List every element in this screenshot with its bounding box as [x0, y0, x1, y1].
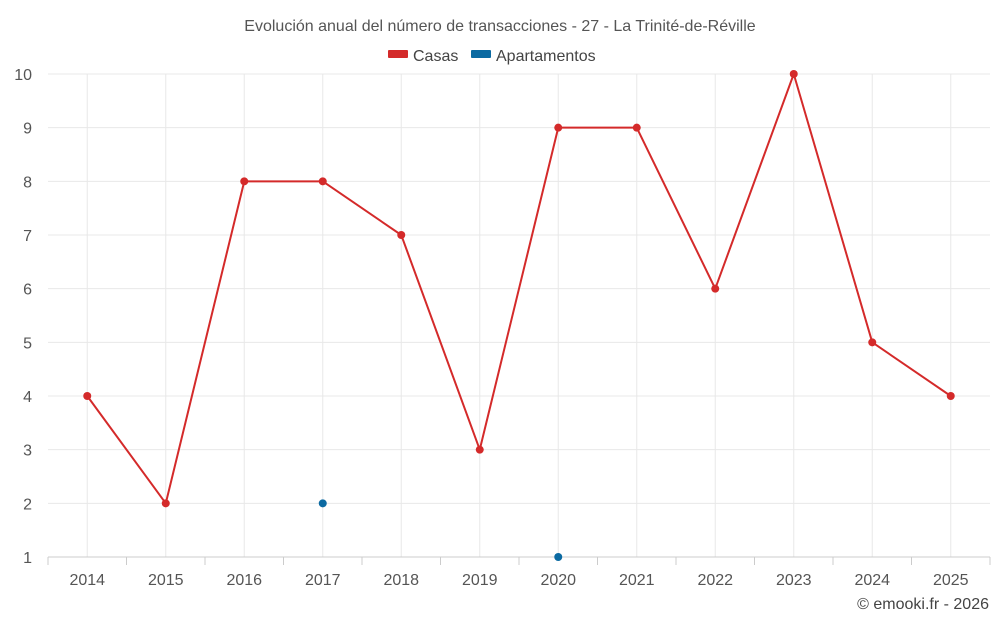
x-tick-label: 2021 — [619, 572, 655, 589]
data-point-casas-2014[interactable] — [83, 392, 92, 400]
y-tick-label: 1 — [23, 550, 32, 567]
grid — [48, 73, 990, 557]
x-tick-label: 2015 — [148, 572, 184, 589]
y-tick-label: 5 — [23, 335, 32, 352]
y-tick-label: 4 — [23, 389, 32, 406]
data-point-apartamentos-2017[interactable] — [318, 499, 327, 508]
legend-item-casas[interactable]: Casas — [388, 48, 458, 65]
legend-label-apartamentos: Apartamentos — [496, 48, 596, 65]
data-point-casas-2016[interactable] — [240, 177, 249, 186]
legend-label-casas: Casas — [413, 48, 458, 65]
y-tick-label: 9 — [23, 121, 32, 138]
data-point-casas-2022[interactable] — [711, 284, 720, 293]
legend-swatch-casas — [388, 50, 408, 58]
chart-title: Evolución anual del número de transaccio… — [244, 18, 755, 35]
data-point-casas-2017[interactable] — [318, 177, 327, 186]
y-tick-label: 10 — [14, 67, 32, 84]
x-tick-label: 2019 — [462, 572, 498, 589]
x-tick-label: 2020 — [540, 572, 576, 589]
y-tick-label: 8 — [23, 174, 32, 191]
data-point-casas-2023[interactable] — [789, 70, 798, 78]
y-tick-label: 3 — [23, 443, 32, 460]
x-tick-label: 2025 — [933, 572, 969, 589]
data-point-casas-2019[interactable] — [475, 445, 484, 454]
data-point-casas-2015[interactable] — [161, 499, 170, 508]
data-point-casas-2020[interactable] — [554, 123, 563, 132]
x-tick-label: 2017 — [305, 572, 341, 589]
x-tick-label: 2016 — [226, 572, 262, 589]
series-apartamentos — [318, 499, 563, 561]
y-tick-label: 2 — [23, 496, 32, 513]
data-point-apartamentos-2020[interactable] — [554, 553, 563, 561]
x-tick-label: 2024 — [854, 572, 890, 589]
x-tick-label: 2018 — [383, 572, 419, 589]
data-point-casas-2024[interactable] — [868, 338, 877, 347]
credit-text: © emooki.fr - 2026 — [857, 596, 989, 613]
legend: Casas Apartamentos — [388, 48, 596, 65]
series-layer — [83, 70, 955, 561]
data-point-casas-2025[interactable] — [946, 392, 955, 400]
x-tick-label: 2022 — [697, 572, 733, 589]
legend-item-apartamentos[interactable]: Apartamentos — [471, 48, 596, 65]
axes: 1 2 3 4 5 6 7 8 9 10 2014 2015 2016 2017 2018 2019 2020 2… — [14, 67, 991, 589]
x-tick-label: 2014 — [69, 572, 105, 589]
data-point-casas-2021[interactable] — [632, 123, 641, 132]
y-tick-label: 7 — [23, 228, 32, 245]
data-point-casas-2018[interactable] — [397, 231, 406, 239]
series-casas — [83, 70, 955, 508]
x-tick-label: 2023 — [776, 572, 812, 589]
series-line-casas — [86, 73, 952, 505]
legend-swatch-apartamentos — [471, 50, 491, 58]
y-tick-label: 6 — [23, 282, 32, 299]
